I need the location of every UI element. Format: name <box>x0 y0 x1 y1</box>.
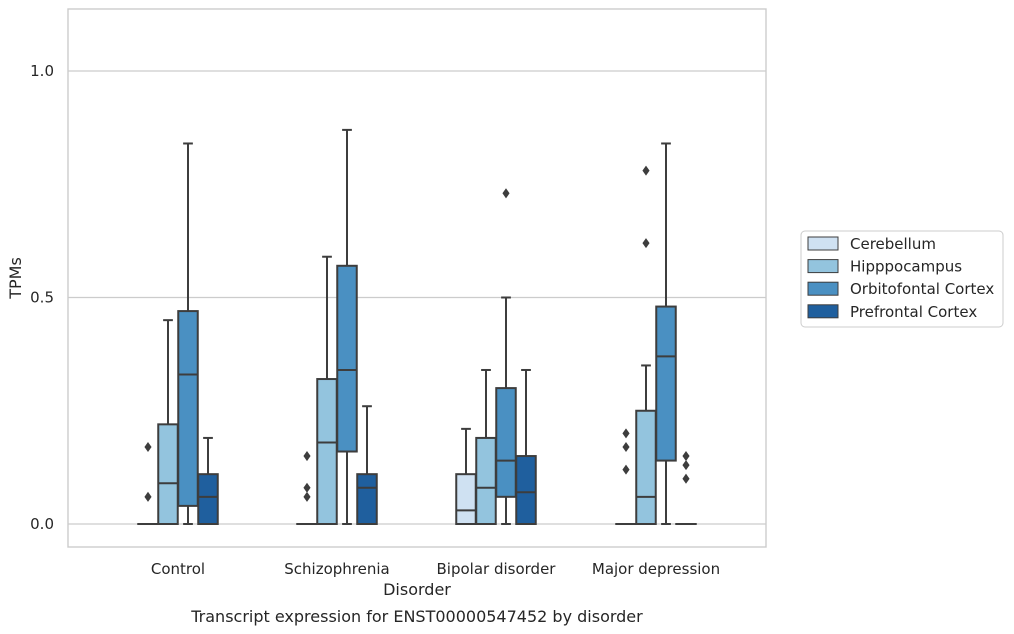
iqr-box <box>635 409 657 525</box>
x-axis-title: Disorder <box>383 580 451 599</box>
legend-label: Hipppocampus <box>850 258 962 276</box>
outlier-point <box>303 482 311 493</box>
y-axis-title: TPMs <box>6 257 25 300</box>
box-hipppocampus <box>635 165 657 525</box>
box-prefrontal-cortex <box>197 436 219 526</box>
iqr-box <box>316 378 338 526</box>
box-hipppocampus <box>475 368 497 525</box>
outlier-point <box>642 238 650 249</box>
iqr-box <box>515 455 537 525</box>
iqr-box <box>655 305 677 462</box>
x-axis-ticks: Control Schizophrenia Bipolar disorder Majo… <box>151 560 720 578</box>
outlier-point <box>144 491 152 502</box>
plot-area-frame <box>67 8 767 548</box>
x-tick-label: Control <box>151 560 205 578</box>
box-orbitofontal-cortex <box>336 128 358 525</box>
outlier-point <box>622 464 630 475</box>
box-prefrontal-cortex <box>515 368 537 525</box>
iqr-box <box>177 310 199 507</box>
legend-swatch <box>807 304 839 319</box>
y-axis-ticks: 0.00.51.01.52.0 <box>30 62 54 533</box>
iqr-box <box>495 387 517 498</box>
iqr-box <box>157 423 179 525</box>
legend-label: Orbitofontal Cortex <box>850 280 994 298</box>
iqr-box <box>336 264 358 453</box>
boxes <box>137 128 697 526</box>
x-tick-label: Bipolar disorder <box>437 560 557 578</box>
outlier-point <box>303 451 311 462</box>
outlier-point <box>303 491 311 502</box>
legend-swatch <box>807 259 839 274</box>
legend-swatch <box>807 236 839 251</box>
box-orbitofontal-cortex <box>495 188 517 525</box>
y-tick-label: 1.0 <box>30 62 54 80</box>
x-tick-label: Major depression <box>592 560 720 578</box>
legend: Cerebellum Hipppocampus Orbitofontal Corte… <box>800 230 1004 328</box>
box-cerebellum <box>296 451 318 526</box>
box-cerebellum <box>137 441 159 526</box>
legend-label: Cerebellum <box>850 235 936 253</box>
box-orbitofontal-cortex <box>655 142 677 525</box>
outlier-point <box>622 428 630 439</box>
outlier-point <box>682 473 690 484</box>
iqr-box <box>455 473 477 526</box>
y-tick-label: 0.5 <box>30 289 54 307</box>
iqr-box <box>197 473 219 526</box>
legend-label: Prefrontal Cortex <box>850 303 977 321</box>
outlier-point <box>642 165 650 176</box>
box-prefrontal-cortex <box>356 405 378 526</box>
figure-caption: Transcript expression for ENST0000054745… <box>190 607 643 626</box>
outlier-point <box>682 451 690 462</box>
legend-frame <box>800 230 1004 328</box>
x-tick-label: Schizophrenia <box>284 560 389 578</box>
y-tick-label: 0.0 <box>30 515 54 533</box>
outlier-point <box>144 441 152 453</box>
outlier-point <box>502 188 510 199</box>
box-orbitofontal-cortex <box>177 142 199 525</box>
box-hipppocampus <box>316 255 338 526</box>
legend-swatch <box>807 281 839 296</box>
box-hipppocampus <box>157 319 179 525</box>
outlier-point <box>622 441 630 453</box>
outlier-point <box>682 460 690 471</box>
iqr-box <box>475 436 497 525</box>
box-prefrontal-cortex <box>675 451 697 526</box>
iqr-box <box>356 473 378 526</box>
